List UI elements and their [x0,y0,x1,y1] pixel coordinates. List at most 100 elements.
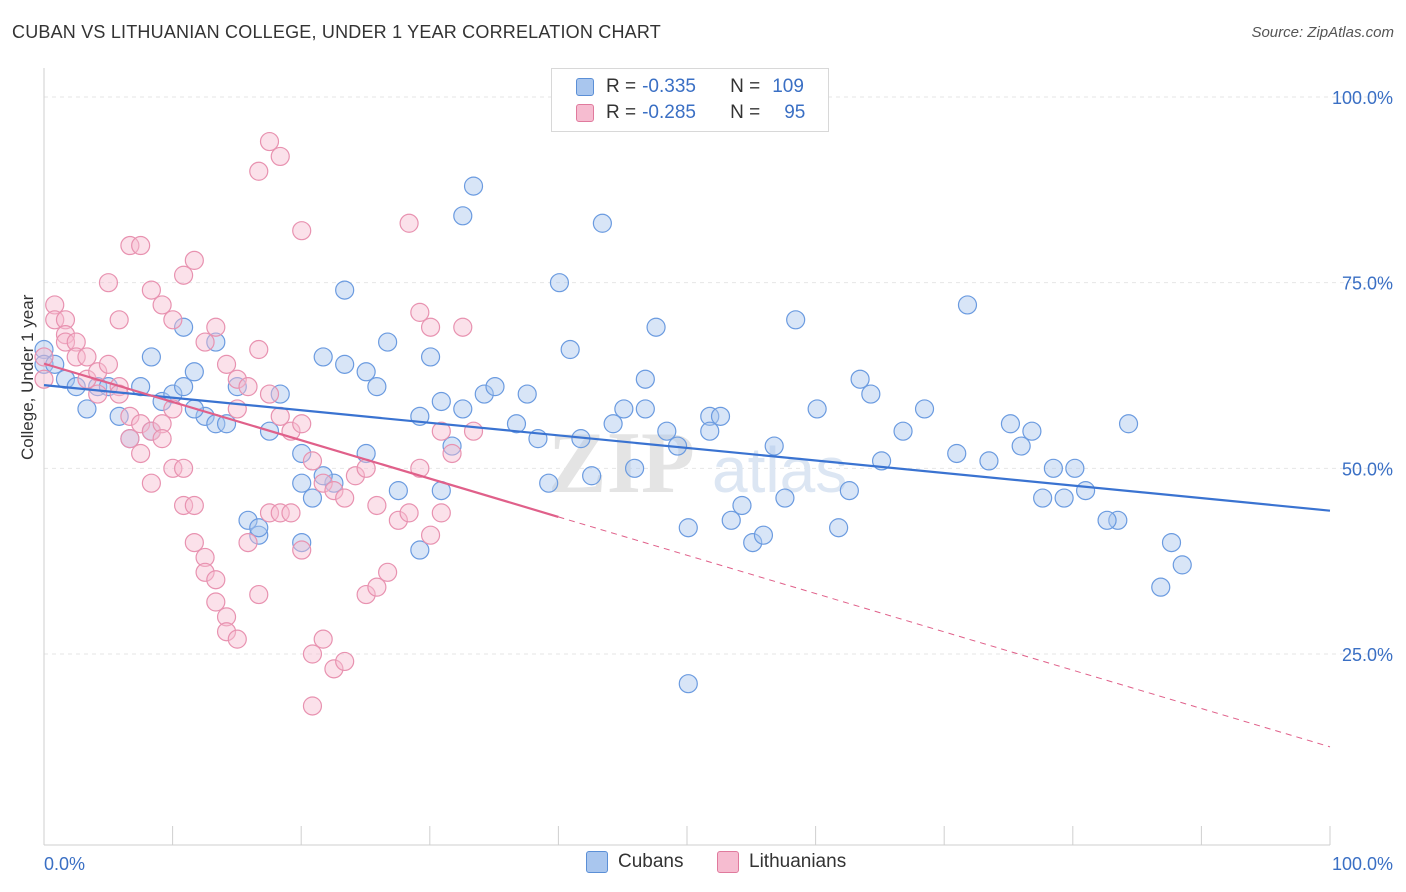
lithuanian-point [34,347,54,367]
legend-swatch-lithuanians [576,104,594,122]
cuban-point [1172,555,1192,575]
lithuanian-point [66,347,86,367]
lithuanian-point [152,295,172,315]
cuban-point [34,339,54,360]
lithuanian-point [259,503,280,523]
bottom-legend-label-lithuanians: Lithuanians [749,851,847,872]
cuban-point [388,481,408,501]
lithuanian-point [173,458,194,478]
lithuanian-point [227,629,247,649]
cuban-point [453,206,473,226]
lithuanian-point [184,250,204,270]
lithuanian-point [141,421,161,441]
legend-n-label: N = [730,76,761,97]
y-tick-label: 25.0% [1342,645,1393,665]
cuban-point [1075,481,1096,501]
tick-labels: 100.0% 75.0% 50.0% 25.0% 0.0% 100.0% [44,88,1393,874]
cuban-point [829,518,849,538]
lithuanian-point [238,377,258,397]
cuban-point [109,406,129,426]
cuban-point [1000,414,1021,434]
cuban-point [732,495,752,516]
cuban-point [77,399,97,419]
lithuanian-point [249,161,269,181]
cuban-point [474,384,494,404]
cuban-point [850,369,870,389]
lithuanian-point [367,495,387,516]
lithuanian-point [66,332,86,352]
cuban-point [1065,458,1085,478]
lithuanian-point [420,317,441,337]
cuban-point [270,384,290,404]
cuban-point [635,369,655,389]
cuban-point [678,518,698,538]
lithuanian-point [216,607,237,627]
lithuanian-point [45,295,65,315]
cuban-point [1108,510,1128,530]
legend-n-cubans: 109 [772,76,804,97]
stats-legend: R = -0.335 N = 109 R = -0.285 N = 95 [551,68,829,132]
x-tick-label: 100.0% [1332,854,1393,874]
lithuanian-point [356,584,376,605]
lithuanian-point [88,362,108,382]
legend-swatch-cubans [576,78,594,96]
cuban-point [335,354,355,374]
watermark-zip: ZIP [548,415,695,512]
cuban-point [184,362,204,382]
legend-r-lithuanians: -0.285 [642,102,696,123]
lithuanian-point [335,651,355,672]
cuban-point [1022,421,1042,441]
trend-lines [43,362,1331,748]
cuban-point [1043,458,1063,478]
legend-r-cubans: -0.335 [642,76,696,97]
cuban-point [560,339,580,360]
lithuanian-point [77,347,97,367]
cuban-point [947,443,967,464]
cuban-point [764,436,784,456]
cuban-point [603,414,623,434]
axes [43,68,1331,846]
lithuanian-point [410,302,430,322]
trend-line-lithuanians-extrapolated [558,516,1331,748]
lithuanian-point [55,310,76,330]
lithuanian-point [324,481,344,501]
cuban-point [743,532,763,553]
lithuanian-point [55,332,76,352]
cuban-point [539,473,559,493]
cuban-point [1097,510,1117,530]
lithuanian-point [302,644,323,664]
cuban-point [292,443,312,464]
legend-n-label: N = [730,102,761,123]
cuban-point [893,421,913,441]
lithuanian-point [131,414,151,434]
lithuanian-point [463,421,484,441]
cuban-point [367,377,387,397]
cuban-point [453,399,473,419]
watermark-atlas: atlas [712,434,847,506]
lithuanian-point [431,503,451,523]
legend-row-cubans: R = -0.335 N = 109 [576,75,804,99]
lithuanian-point [367,577,387,597]
chart-title: CUBAN VS LITHUANIAN COLLEGE, UNDER 1 YEA… [12,22,661,42]
cuban-point [582,466,602,486]
cuban-point [861,384,881,404]
lithuanian-point [249,584,269,605]
cuban-point [786,310,806,330]
lithuanian-point [120,235,140,256]
lithuanian-point [324,659,344,679]
lithuanian-point [141,473,161,493]
cuban-point [324,473,344,493]
lithuanian-point [399,213,419,233]
cuban-point [1151,577,1171,597]
lithuanian-point [420,525,441,545]
cuban-point [753,525,774,545]
cuban-point [227,377,247,397]
lithuanian-point [442,443,462,464]
cuban-point [635,399,655,419]
lithuanian-point [195,562,215,582]
lithuanian-point [120,406,140,426]
lithuanian-point [238,532,258,553]
cuban-point [1161,532,1182,553]
cuban-point [431,391,451,412]
